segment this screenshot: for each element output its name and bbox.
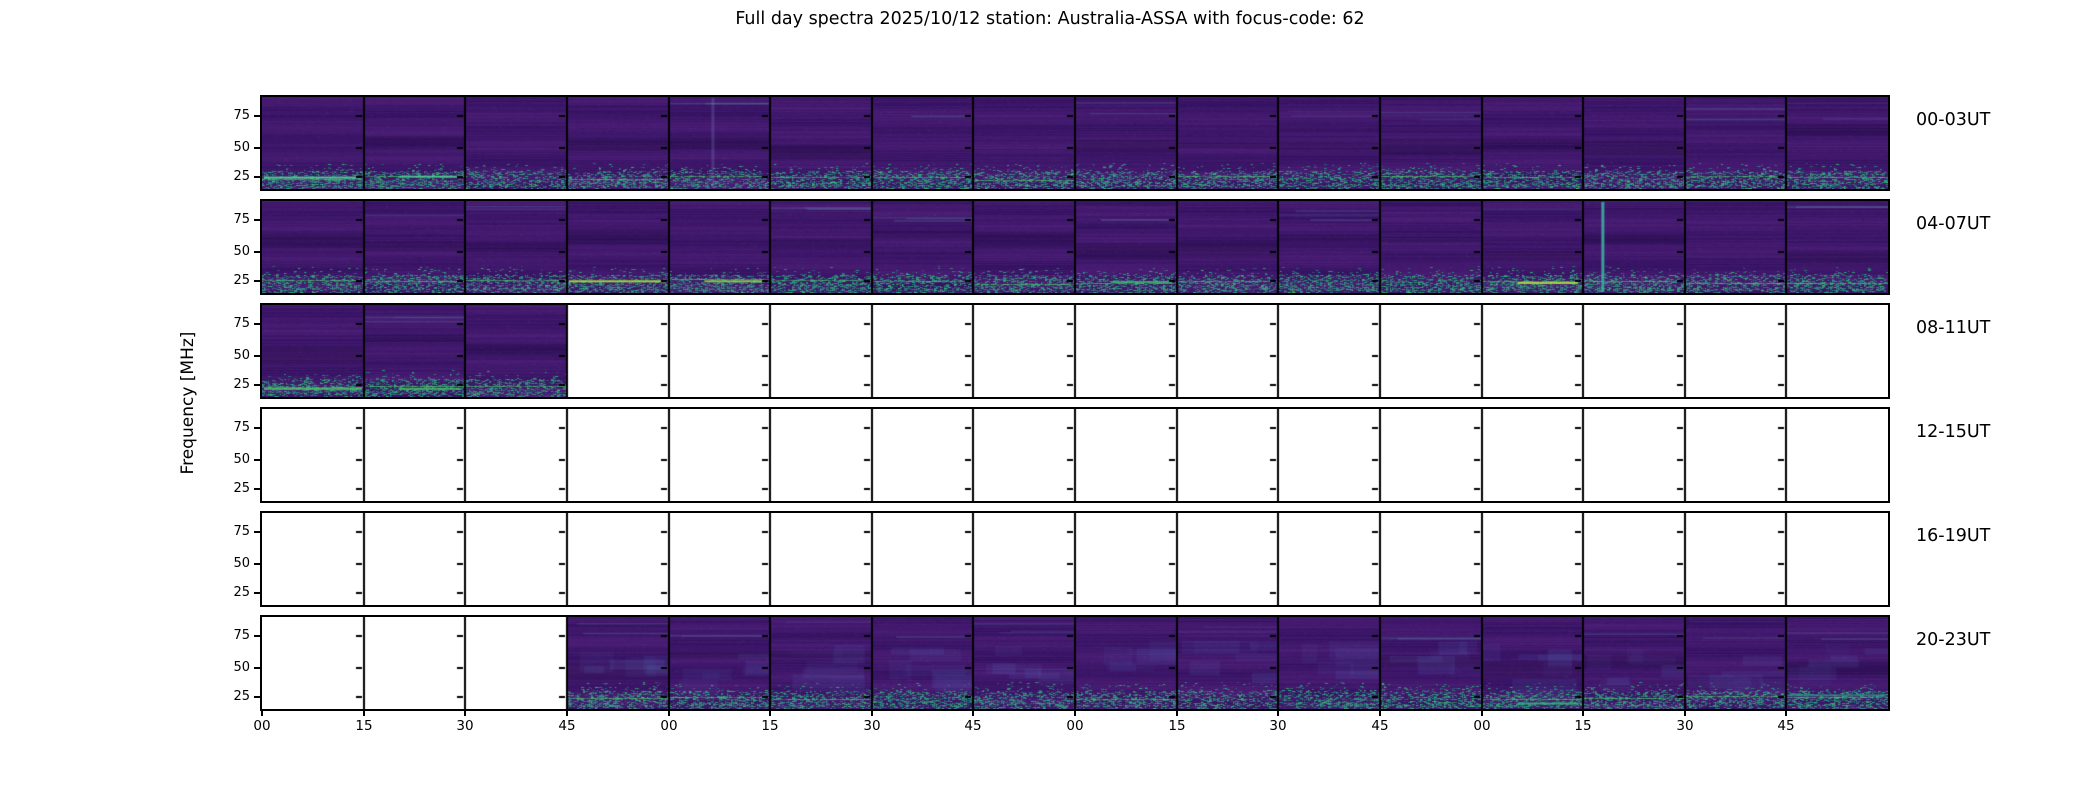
x-tick-mark xyxy=(1074,711,1076,716)
x-tick-label: 45 xyxy=(1777,718,1795,734)
row-time-label-08-11ut: 08-11UT xyxy=(1916,318,1991,338)
x-tick-label: 45 xyxy=(964,718,982,734)
y-tick-label: 75 xyxy=(233,420,250,435)
y-tick-label: 25 xyxy=(233,169,250,184)
y-tick-label: 75 xyxy=(233,316,250,331)
y-tick-mark xyxy=(254,176,260,178)
y-tick-label: 25 xyxy=(233,377,250,392)
y-tick-mark xyxy=(254,280,260,282)
x-tick-mark xyxy=(871,711,873,716)
x-tick-label: 00 xyxy=(660,718,678,734)
chart-title: Full day spectra 2025/10/12 station: Aus… xyxy=(735,9,1365,29)
x-tick-label: 30 xyxy=(863,718,881,734)
y-tick-mark xyxy=(254,355,260,357)
row-time-label-12-15ut: 12-15UT xyxy=(1916,422,1991,442)
y-tick-mark xyxy=(254,251,260,253)
x-tick-mark xyxy=(1785,711,1787,716)
spectrogram-canvas-12-15ut xyxy=(262,409,1888,501)
y-tick-label: 25 xyxy=(233,585,250,600)
spectrogram-canvas-08-11ut xyxy=(262,305,1888,397)
y-tick-label: 75 xyxy=(233,628,250,643)
x-tick-label: 45 xyxy=(558,718,576,734)
y-tick-mark xyxy=(254,696,260,698)
spectrogram-row-04-07ut xyxy=(260,199,1890,295)
spectrogram-canvas-20-23ut xyxy=(262,617,1888,709)
y-tick-mark xyxy=(254,384,260,386)
x-tick-mark xyxy=(668,711,670,716)
x-tick-mark xyxy=(769,711,771,716)
y-tick-label: 50 xyxy=(233,660,250,675)
y-tick-mark xyxy=(254,459,260,461)
y-tick-label: 50 xyxy=(233,140,250,155)
y-tick-mark xyxy=(254,147,260,149)
x-tick-label: 15 xyxy=(761,718,779,734)
x-tick-label: 00 xyxy=(253,718,271,734)
x-tick-mark xyxy=(1379,711,1381,716)
y-tick-label: 50 xyxy=(233,452,250,467)
x-tick-label: 30 xyxy=(456,718,474,734)
y-tick-label: 75 xyxy=(233,212,250,227)
y-tick-mark xyxy=(254,488,260,490)
spectrogram-row-16-19ut xyxy=(260,511,1890,607)
y-axis-label: Frequency [MHz] xyxy=(178,331,198,475)
spectrogram-row-20-23ut xyxy=(260,615,1890,711)
x-tick-mark xyxy=(1684,711,1686,716)
y-tick-label: 25 xyxy=(233,689,250,704)
y-tick-mark xyxy=(254,115,260,117)
y-tick-label: 75 xyxy=(233,524,250,539)
y-tick-mark xyxy=(254,592,260,594)
y-tick-mark xyxy=(254,531,260,533)
x-tick-mark xyxy=(1176,711,1178,716)
row-time-label-20-23ut: 20-23UT xyxy=(1916,630,1991,650)
x-tick-mark xyxy=(464,711,466,716)
spectrogram-canvas-00-03ut xyxy=(262,97,1888,189)
y-tick-label: 25 xyxy=(233,481,250,496)
x-tick-label: 00 xyxy=(1473,718,1491,734)
y-tick-label: 75 xyxy=(233,108,250,123)
x-tick-label: 15 xyxy=(355,718,373,734)
x-tick-label: 45 xyxy=(1371,718,1389,734)
x-tick-mark xyxy=(1277,711,1279,716)
x-tick-mark xyxy=(972,711,974,716)
y-tick-label: 25 xyxy=(233,273,250,288)
y-tick-label: 50 xyxy=(233,348,250,363)
x-tick-label: 30 xyxy=(1676,718,1694,734)
row-time-label-16-19ut: 16-19UT xyxy=(1916,526,1991,546)
spectrogram-row-12-15ut xyxy=(260,407,1890,503)
spectrogram-canvas-16-19ut xyxy=(262,513,1888,605)
y-tick-label: 50 xyxy=(233,556,250,571)
x-tick-mark xyxy=(566,711,568,716)
y-tick-mark xyxy=(254,667,260,669)
y-tick-label: 50 xyxy=(233,244,250,259)
x-tick-label: 15 xyxy=(1574,718,1592,734)
y-tick-mark xyxy=(254,635,260,637)
y-tick-mark xyxy=(254,323,260,325)
x-tick-mark xyxy=(1481,711,1483,716)
x-tick-mark xyxy=(261,711,263,716)
row-time-label-00-03ut: 00-03UT xyxy=(1916,110,1991,130)
x-tick-label: 15 xyxy=(1168,718,1186,734)
spectrogram-canvas-04-07ut xyxy=(262,201,1888,293)
spectrogram-row-08-11ut xyxy=(260,303,1890,399)
y-tick-mark xyxy=(254,563,260,565)
x-tick-label: 30 xyxy=(1269,718,1287,734)
y-tick-mark xyxy=(254,427,260,429)
row-time-label-04-07ut: 04-07UT xyxy=(1916,214,1991,234)
spectrogram-row-00-03ut xyxy=(260,95,1890,191)
y-tick-mark xyxy=(254,219,260,221)
x-tick-label: 00 xyxy=(1066,718,1084,734)
x-tick-mark xyxy=(363,711,365,716)
x-tick-mark xyxy=(1582,711,1584,716)
